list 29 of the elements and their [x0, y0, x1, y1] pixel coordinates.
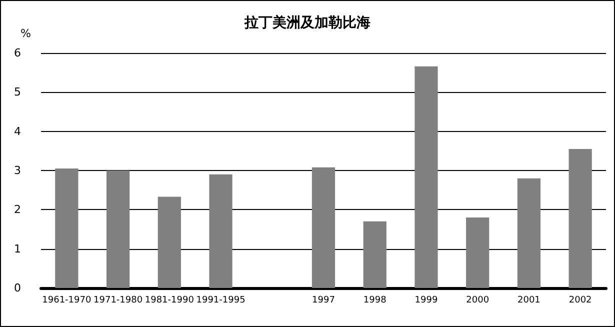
x-tick-label: 1961-1970: [42, 296, 92, 306]
bar: [363, 221, 386, 288]
y-tick-label: 5: [14, 86, 21, 99]
y-tick-label: 2: [14, 203, 21, 216]
x-tick-label: 1999: [414, 296, 438, 306]
bar: [414, 66, 438, 288]
x-tick-label: 1971-1980: [94, 296, 143, 306]
x-tick-label: 2001: [518, 296, 540, 306]
bar: [106, 170, 130, 288]
bar: [209, 174, 232, 288]
y-tick-label: 1: [14, 242, 21, 256]
x-tick-label: 1998: [363, 296, 387, 306]
bar: [568, 148, 592, 288]
x-tick-label: 2002: [568, 296, 592, 306]
bar: [158, 196, 181, 288]
bar: [517, 178, 541, 288]
x-tick-label: 1991-1995: [196, 296, 246, 306]
y-tick-label: 6: [14, 46, 21, 60]
x-tick-label: 1997: [312, 296, 335, 306]
x-tick-label: 1981-1990: [144, 296, 194, 306]
y-axis-title: %: [20, 27, 31, 40]
bar: [55, 168, 78, 288]
y-tick-label: 4: [14, 124, 21, 138]
bar: [466, 218, 490, 288]
y-tick-label: 0: [14, 282, 21, 294]
y-tick-label: 3: [14, 164, 21, 177]
bar: [312, 167, 336, 288]
chart-title: 拉丁美洲及加勒比海: [244, 14, 370, 31]
x-tick-label: 2000: [466, 296, 490, 306]
